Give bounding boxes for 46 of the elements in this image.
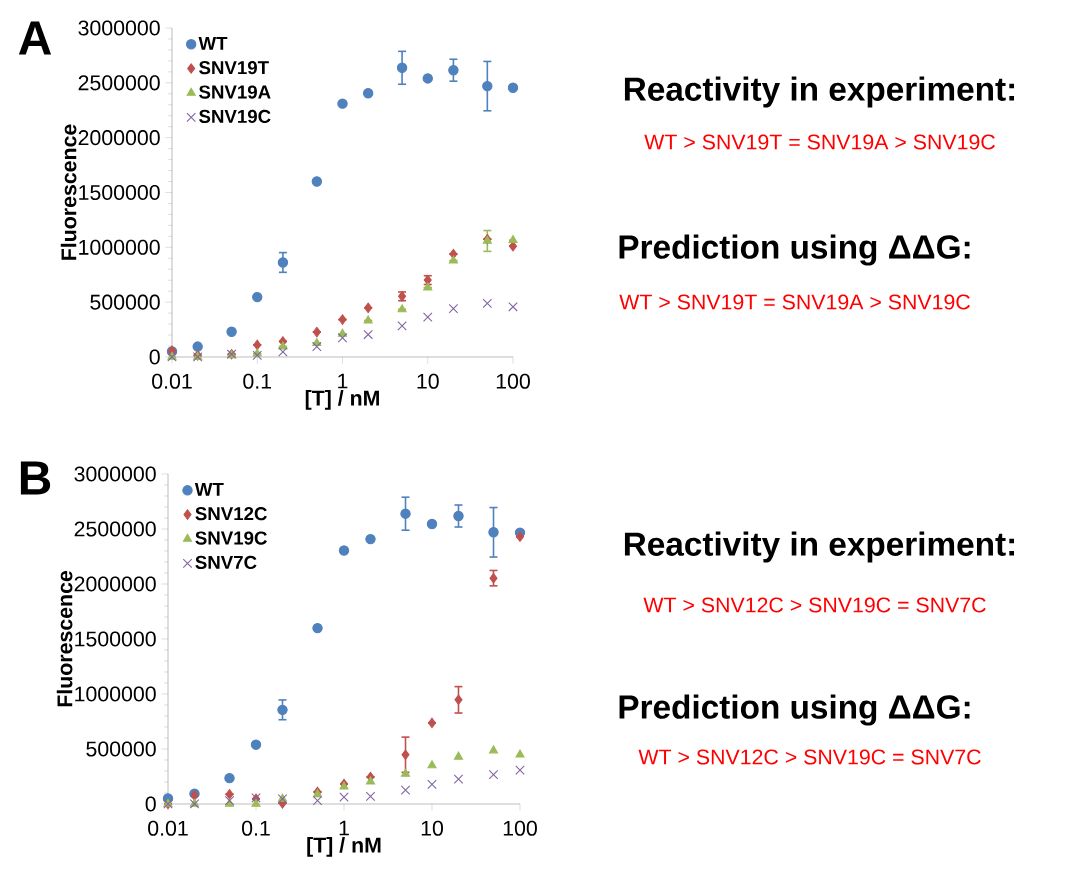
x-tick-label: 0.01 — [148, 820, 188, 836]
text: WT > SNV12C > SNV19C = SNV7C — [643, 597, 986, 613]
x-tick-label: 1 — [339, 820, 349, 836]
legend-label: SNV7C — [195, 555, 257, 570]
x-tick-label: 0.1 — [243, 373, 272, 389]
legend-label: SNV19A — [199, 85, 271, 99]
text: Prediction using ΔΔG: — [619, 234, 970, 266]
text: B — [20, 461, 51, 495]
text: Reactivity in experiment: — [624, 531, 1015, 563]
y-tick-label: 3000000 — [78, 20, 160, 36]
x-axis-title: [T] / nM — [307, 836, 381, 857]
legend-label: SNV19T — [199, 61, 269, 75]
text: A — [18, 21, 52, 55]
y-tick-label: 1500000 — [75, 631, 156, 647]
y-tick-label: 1000000 — [75, 686, 156, 702]
legend-label: SNV19C — [195, 531, 267, 545]
legend-label: WT — [198, 36, 228, 50]
text: Reactivity in experiment: — [624, 76, 1015, 108]
text: WT > SNV19T = SNV19A > SNV19C — [619, 294, 970, 310]
x-tick-label: 0.01 — [152, 373, 192, 389]
y-tick-label: 3000000 — [74, 466, 156, 482]
y-tick-label: 500000 — [90, 294, 160, 310]
y-tick-label: 1000000 — [79, 239, 160, 255]
x-tick-label: 100 — [503, 820, 537, 836]
x-tick-label: 10 — [421, 820, 444, 836]
y-tick-label: 0 — [145, 796, 156, 812]
x-axis-title: [T] / nM — [305, 389, 379, 410]
y-tick-label: 2500000 — [74, 521, 156, 537]
x-tick-label: 100 — [496, 373, 530, 389]
text: Prediction using ΔΔG: — [619, 694, 970, 726]
text: WT > SNV19T = SNV19A > SNV19C — [644, 134, 995, 150]
x-tick-label: 0.1 — [242, 820, 270, 836]
y-tick-label: 2000000 — [74, 576, 156, 592]
x-tick-label: 1 — [338, 373, 348, 389]
legend-label: WT — [194, 482, 224, 496]
y-axis-title: Fluorescence — [60, 124, 77, 260]
legend-label: SNV19C — [199, 109, 271, 124]
y-tick-label: 2500000 — [78, 75, 160, 91]
y-tick-label: 0 — [149, 349, 160, 365]
x-tick-label: 10 — [417, 373, 439, 389]
text: WT > SNV12C > SNV19C = SNV7C — [638, 749, 981, 765]
y-tick-label: 1500000 — [79, 184, 160, 201]
y-tick-label: 2000000 — [78, 130, 160, 146]
y-tick-label: 500000 — [86, 741, 156, 757]
y-axis-title: Fluorescence — [56, 570, 73, 707]
legend-label: SNV12C — [195, 507, 267, 521]
